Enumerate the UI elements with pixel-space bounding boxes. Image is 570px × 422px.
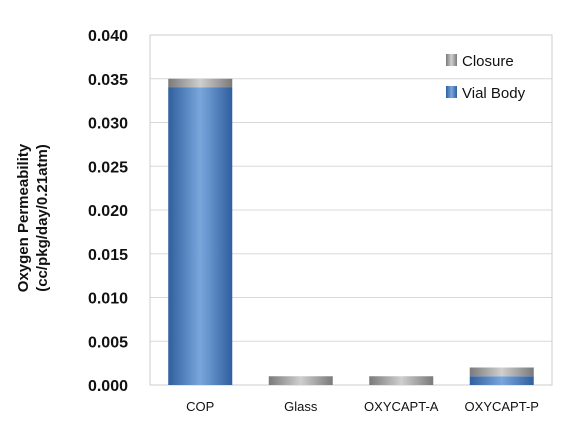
y-tick-label: 0.000 [88,378,128,395]
x-category-label: Glass [284,399,318,414]
y-axis-ticks: 0.000 0.005 0.010 0.015 0.020 0.025 0.030 0.035… [88,28,128,395]
x-category-label: OXYCAPT-P [465,399,539,414]
legend-swatch-vial-body [446,86,457,98]
legend: Closure Vial Body [446,53,526,102]
bar-closure [369,376,434,385]
legend-swatch-closure [446,54,457,66]
x-axis-categories: COP Glass OXYCAPT-A OXYCAPT-P [186,399,539,414]
plot-area-border [149,34,553,386]
bars [168,78,534,385]
y-axis-label-line1: Oxygen Permeability [15,143,32,292]
y-tick-label: 0.035 [88,72,128,89]
y-tick-label: 0.005 [88,334,128,351]
legend-label-vial-body: Vial Body [462,85,526,102]
y-tick-label: 0.040 [88,28,128,45]
legend-label-closure: Closure [462,53,514,70]
y-tick-label: 0.025 [88,159,128,176]
bar-closure [168,78,233,88]
y-tick-label: 0.020 [88,203,128,220]
y-tick-label: 0.030 [88,116,128,133]
y-tick-label: 0.010 [88,291,128,308]
bar-vial-body [469,376,534,385]
x-category-label: COP [186,399,214,414]
bar-closure [469,367,534,377]
bar-vial-body [168,87,233,385]
y-axis-label-line2: (cc/pkg/day/0.21atm) [34,144,51,292]
x-category-label: OXYCAPT-A [364,399,439,414]
y-tick-label: 0.015 [88,247,128,264]
bar-closure [268,376,333,385]
